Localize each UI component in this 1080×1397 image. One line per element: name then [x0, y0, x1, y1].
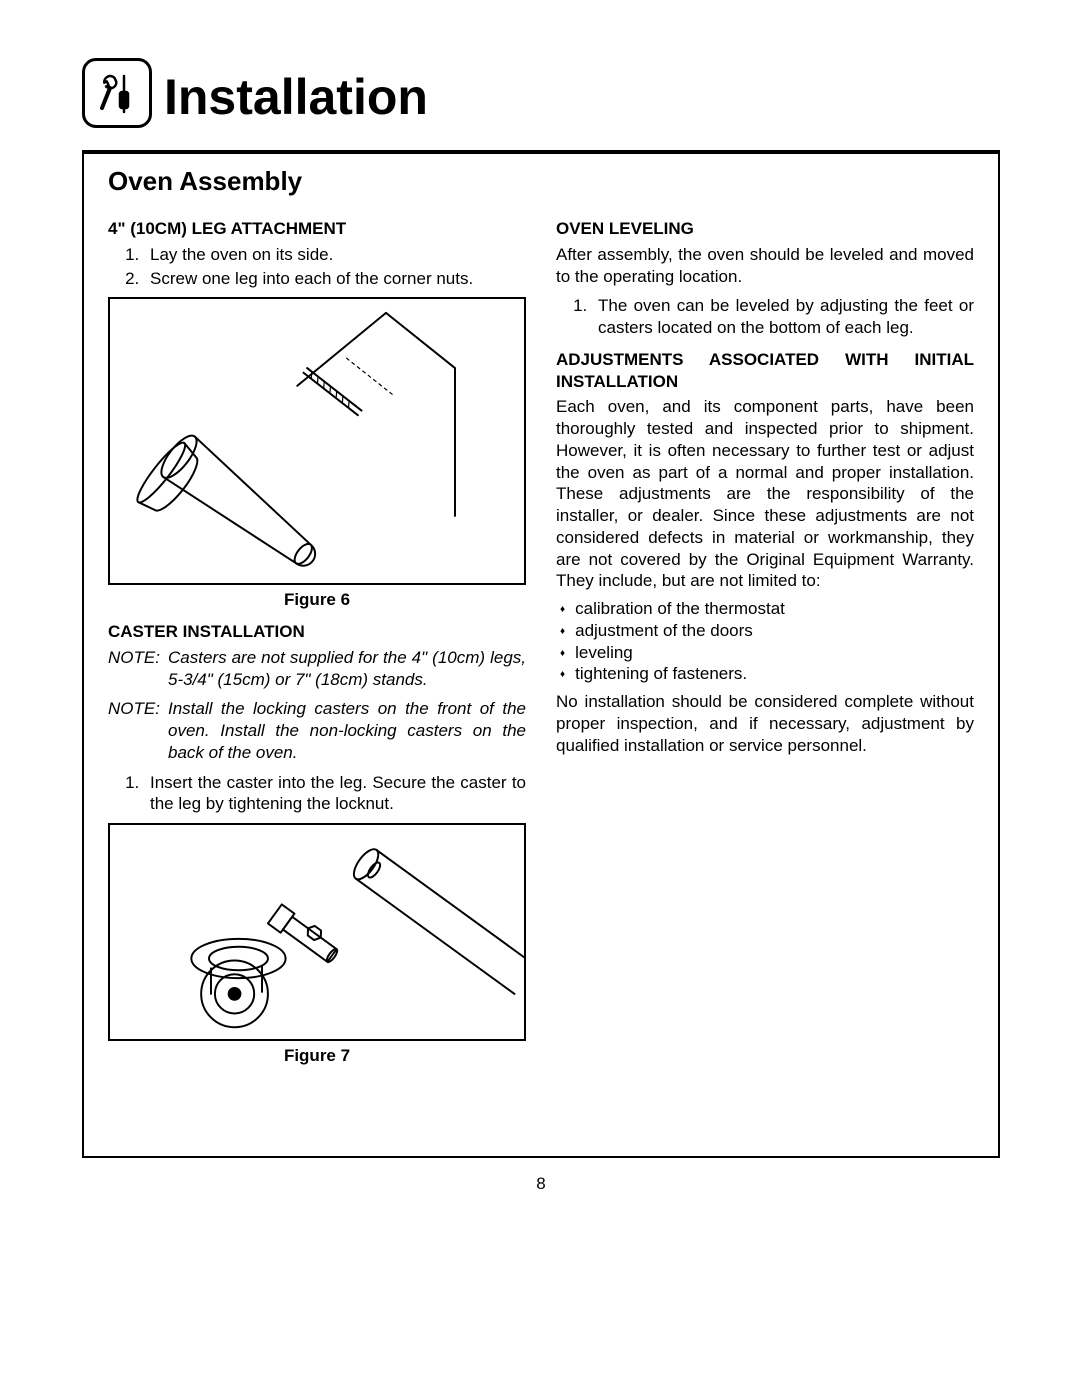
- tools-icon: [82, 58, 152, 128]
- header-rule: [82, 150, 1000, 153]
- note-body: Install the locking casters on the front…: [168, 698, 526, 763]
- list-item: Lay the oven on its side.: [144, 244, 526, 266]
- note-label: NOTE:: [108, 647, 168, 691]
- figure-6: [108, 297, 526, 585]
- list-item: Screw one leg into each of the corner nu…: [144, 268, 526, 290]
- right-column: OVEN LEVELING After assembly, the oven s…: [556, 210, 974, 1077]
- list-item: Insert the caster into the leg. Secure t…: [144, 772, 526, 816]
- adjustments-para2: No installation should be considered com…: [556, 691, 974, 756]
- oven-leveling-intro: After assembly, the oven should be level…: [556, 244, 974, 288]
- leg-attachment-steps: Lay the oven on its side. Screw one leg …: [108, 244, 526, 290]
- oven-leveling-heading: OVEN LEVELING: [556, 218, 974, 240]
- list-item: tightening of fasteners.: [560, 663, 974, 685]
- adjustments-para1: Each oven, and its component parts, have…: [556, 396, 974, 592]
- caster-note-2: NOTE: Install the locking casters on the…: [108, 698, 526, 763]
- page-number: 8: [84, 1174, 998, 1194]
- adjustments-heading: ADJUSTMENTS ASSOCIATED WITH INITIAL INST…: [556, 349, 974, 393]
- note-label: NOTE:: [108, 698, 168, 763]
- figure-7: [108, 823, 526, 1041]
- section-title: Oven Assembly: [108, 166, 302, 197]
- adjustments-bullets: calibration of the thermostat adjustment…: [556, 598, 974, 685]
- page-frame: Oven Assembly 4" (10CM) LEG ATTACHMENT L…: [82, 152, 1000, 1158]
- list-item: The oven can be leveled by adjusting the…: [592, 295, 974, 339]
- oven-leveling-steps: The oven can be leveled by adjusting the…: [556, 295, 974, 339]
- caster-steps: Insert the caster into the leg. Secure t…: [108, 772, 526, 816]
- caster-installation-heading: CASTER INSTALLATION: [108, 621, 526, 643]
- left-column: 4" (10CM) LEG ATTACHMENT Lay the oven on…: [108, 210, 526, 1077]
- leg-attachment-heading: 4" (10CM) LEG ATTACHMENT: [108, 218, 526, 240]
- list-item: adjustment of the doors: [560, 620, 974, 642]
- list-item: leveling: [560, 642, 974, 664]
- note-body: Casters are not supplied for the 4" (10c…: [168, 647, 526, 691]
- list-item: calibration of the thermostat: [560, 598, 974, 620]
- page-title: Installation: [164, 72, 428, 128]
- figure-7-caption: Figure 7: [108, 1045, 526, 1067]
- figure-6-caption: Figure 6: [108, 589, 526, 611]
- caster-note-1: NOTE: Casters are not supplied for the 4…: [108, 647, 526, 691]
